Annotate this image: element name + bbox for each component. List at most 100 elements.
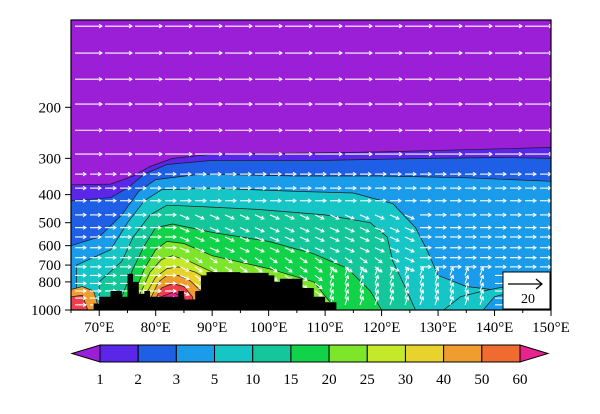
wind-vector-head: [442, 212, 447, 218]
wind-vector: [359, 282, 364, 292]
colorbar-label: 50: [474, 372, 489, 388]
wind-vector-head: [532, 198, 537, 203]
wind-vector-head: [248, 23, 253, 29]
wind-vector-head: [157, 255, 162, 260]
wind-vector: [179, 282, 190, 288]
wind-vector-head: [333, 259, 338, 264]
wind-vector-head: [232, 171, 237, 177]
wind-vector-head: [228, 259, 233, 264]
wind-vector-head: [172, 234, 177, 240]
wind-vector: [404, 275, 409, 284]
wind-vector-head: [158, 128, 163, 133]
wind-vector-head: [247, 185, 252, 191]
wind-vector-head: [338, 23, 343, 29]
wind-vector-head: [532, 245, 537, 250]
wind-vector-head: [338, 151, 343, 157]
wind-vector-head: [472, 255, 477, 260]
wind-vector-head: [532, 264, 537, 270]
wind-vector-head: [158, 76, 163, 82]
wind-vector-head: [458, 23, 463, 29]
wind-vector-head: [449, 289, 455, 294]
wind-vector-head: [359, 274, 365, 279]
wind-vector-head: [547, 234, 551, 240]
wind-vector-head: [547, 185, 551, 191]
wind-vector-head: [157, 264, 162, 270]
wind-vector-head: [288, 268, 293, 273]
wind-vector-head: [517, 225, 522, 230]
wind-vector-head: [218, 50, 223, 56]
colorbar-label: 2: [134, 372, 142, 388]
wind-vector-head: [344, 289, 350, 294]
wind-vector-head: [185, 267, 190, 272]
wind-vector: [374, 214, 385, 220]
wind-vector-head: [243, 268, 248, 273]
wind-vector-head: [290, 228, 295, 233]
wind-vector-head: [200, 237, 205, 242]
wind-vector: [464, 275, 469, 284]
wind-vector: [329, 227, 340, 233]
wind-vector-head: [359, 289, 365, 294]
wind-vector-head: [98, 128, 103, 133]
wind-vector-head: [367, 171, 372, 177]
y-tick-label: 1000: [31, 303, 61, 319]
wind-vector: [314, 283, 323, 289]
wind-vector: [419, 275, 424, 284]
x-tick-label: 90°E: [197, 320, 227, 336]
wind-vector-head: [458, 151, 463, 157]
wind-vector-head: [502, 264, 507, 270]
wind-vector: [374, 257, 383, 264]
wind-vector: [359, 236, 370, 242]
wind-vector-head: [464, 266, 470, 271]
wind-vector-head: [329, 274, 335, 279]
wind-vector-head: [318, 276, 323, 281]
wind-vector-head: [428, 23, 433, 29]
wind-vector: [314, 290, 323, 297]
wind-vector: [404, 227, 415, 233]
wind-vector-head: [172, 288, 177, 294]
wind-vector-head: [419, 274, 425, 279]
wind-vector: [299, 227, 310, 233]
wind-vector-head: [218, 101, 223, 107]
wind-vector: [194, 257, 203, 264]
wind-vector-head: [488, 151, 493, 157]
wind-vector-head: [365, 215, 370, 220]
wind-vector-head: [158, 50, 163, 56]
wind-vector-head: [172, 281, 177, 286]
wind-vector-head: [320, 237, 325, 242]
wind-vector-head: [128, 101, 133, 107]
wind-vector: [284, 214, 295, 220]
wind-vector-head: [308, 50, 313, 56]
wind-vector-head: [428, 128, 433, 133]
wind-vector-head: [273, 268, 278, 273]
wind-vector: [254, 257, 263, 264]
x-tick-label: 110°E: [307, 320, 344, 336]
wind-vector: [404, 296, 409, 306]
wind-vector-head: [127, 212, 132, 218]
wind-vector: [389, 282, 394, 292]
wind-vector-head: [487, 212, 492, 218]
wind-vector: [284, 227, 295, 233]
wind-vector: [239, 236, 250, 242]
wind-vector: [434, 267, 439, 276]
wind-vector: [389, 275, 394, 284]
reference-vector-box: 20: [502, 271, 551, 310]
wind-vector-head: [458, 128, 463, 133]
wind-vector-head: [449, 282, 455, 287]
wind-vector-head: [412, 171, 417, 177]
wind-vector: [449, 289, 454, 299]
wind-vector-head: [419, 266, 425, 271]
wind-vector-head: [188, 76, 193, 82]
wind-vector-head: [305, 228, 310, 233]
wind-vector-head: [82, 281, 87, 286]
wind-vector-head: [158, 23, 163, 29]
wind-vector: [254, 227, 265, 233]
wind-vector-head: [322, 171, 327, 177]
wind-vector: [374, 296, 379, 306]
wind-vector-head: [82, 225, 87, 230]
wind-vector: [464, 289, 469, 299]
wind-vector-head: [275, 228, 280, 233]
wind-vector-head: [487, 198, 492, 203]
wind-vector-head: [97, 198, 102, 203]
wind-vector-head: [457, 234, 462, 240]
